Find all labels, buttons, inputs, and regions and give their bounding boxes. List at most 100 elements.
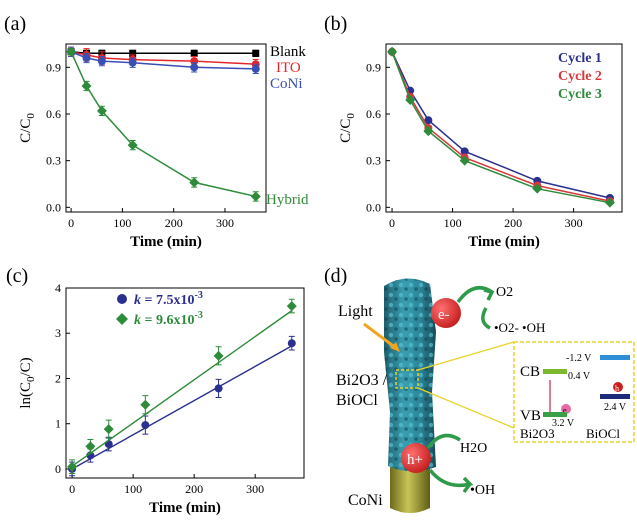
panel-b-series-0-point-3 <box>460 147 469 156</box>
electron-arrow <box>456 286 495 304</box>
panel-a-series-3-point-1 <box>81 81 92 91</box>
cb-label: CB <box>520 364 540 380</box>
electron-sphere <box>431 298 461 328</box>
legend-ito: ITO <box>276 60 301 76</box>
legend-k1-text: k = 7.5x10-3 <box>134 290 203 308</box>
zoom-box <box>395 369 419 389</box>
panel-c-chart: (c) 0 100 200 300 0 1 2 3 4 Time (min) ln(C0/C) k … <box>6 265 305 516</box>
h2o-label: H2O <box>460 441 487 456</box>
panel-a-series-2-point-3 <box>128 58 137 67</box>
panel-b-xlabel: Time (min) <box>468 234 540 250</box>
panel-c-series-1-point-0 <box>67 461 78 472</box>
biocl-label: BiOCl <box>586 426 620 441</box>
panel-c-series-0-fit-line <box>71 345 293 470</box>
light-arrow <box>363 322 397 350</box>
hole-sphere <box>401 443 431 473</box>
panel-c-ylabel: ln(C0/C) <box>18 357 37 408</box>
panel-b-xtick-label-3: 300 <box>565 216 583 230</box>
panel-a-series-2-point-5 <box>251 64 260 73</box>
v-cb-biocl: -1.2 V <box>566 353 592 364</box>
panel-a-plot-frame <box>65 43 267 213</box>
panel-d-schematic: (d) Light Bi2O3 / BiOCl CoNi e- O2 •O2- … <box>324 265 635 513</box>
hole-label: h+ <box>407 452 423 468</box>
panel-a-ylabel: C/C0 <box>18 113 37 143</box>
panel-c-series-1-point-2 <box>103 424 114 435</box>
panel-c-ytick-label-0: 0 <box>55 462 61 476</box>
panel-b-xtick-label-1: 100 <box>444 216 462 230</box>
panel-b-plot-frame <box>385 43 623 213</box>
panel-a-series-0-point-3 <box>129 49 137 57</box>
legend-cycle-2: Cycle 2 <box>558 69 602 84</box>
panel-c-xtick-label-0: 0 <box>69 482 75 496</box>
bi2o3-label: Bi2O3 <box>520 426 555 441</box>
oh-product-label: •OH <box>470 483 495 498</box>
bi2o3-vb-bar <box>543 412 567 417</box>
e-small-label: e <box>563 406 567 415</box>
v-vb-bi2o3: 3.2 V <box>552 418 575 429</box>
legend-k2-text: k = 9.6x10-3 <box>134 310 203 328</box>
legend-k1-marker <box>117 294 127 304</box>
panel-a-ytick-label-2: 0.6 <box>46 107 61 121</box>
biocl-vb-bar <box>600 394 630 399</box>
panel-b-series-2-point-3 <box>459 155 470 166</box>
panel-a-series-2-point-1 <box>82 54 91 62</box>
panel-a-series-3-point-4 <box>189 177 200 188</box>
panel-b-ytick-label-2: 0.6 <box>366 107 381 121</box>
panel-a-series-0-point-5 <box>252 49 260 57</box>
panel-a-xtick-label-1: 100 <box>113 216 131 230</box>
panel-c-series-0-point-5 <box>287 339 296 348</box>
electron-label: e- <box>438 307 450 323</box>
panel-c-series-1-point-5 <box>286 301 297 312</box>
panel-b-xtick-label-2: 200 <box>504 216 522 230</box>
panel-b-series-2-line <box>391 51 611 204</box>
panel-a-ytick-label-0: 0.0 <box>46 200 61 214</box>
hole-small <box>613 382 623 392</box>
panel-c-ytick-label-2: 2 <box>55 371 61 385</box>
panel-b-series-0-line <box>391 51 611 199</box>
panel-a-series-3-point-0 <box>66 46 77 57</box>
biocl-cb-bar <box>600 355 630 360</box>
panel-b-ytick-label-3: 0.9 <box>366 60 381 74</box>
panel-a-xtick-label-2: 200 <box>165 216 183 230</box>
panel-b-series-2-point-0 <box>387 46 398 57</box>
panel-d-label: (d) <box>324 265 347 287</box>
panel-c-ytick-label-1: 1 <box>55 417 61 431</box>
coni-label: CoNi <box>348 492 383 509</box>
legend-cycle-1: Cycle 1 <box>558 51 602 66</box>
panel-b-series-2-point-1 <box>405 95 416 105</box>
panel-a-series-3-point-3 <box>127 140 138 151</box>
panel-c-label: (c) <box>6 265 28 287</box>
electron-small <box>561 404 571 414</box>
panel-b-ylabel: C/C0 <box>338 113 357 143</box>
panel-a-series-3-point-5 <box>250 191 261 202</box>
panel-c-series-1-fit-line <box>71 310 293 467</box>
coni-base <box>390 462 430 513</box>
legend-hybrid: Hybrid <box>266 192 309 208</box>
legend-blank: Blank <box>270 44 306 60</box>
panel-c-xtick-label-1: 100 <box>124 482 142 496</box>
legend-cycle-3: Cycle 3 <box>558 87 602 102</box>
h-small-label: h <box>615 384 619 393</box>
legend-k2-marker <box>116 313 128 325</box>
panel-a-series-2-point-2 <box>97 57 106 66</box>
panel-c-series-1-point-1 <box>85 441 96 452</box>
panel-b-xtick-label-0: 0 <box>389 216 395 230</box>
panel-b-ytick-label-1: 0.3 <box>366 154 381 168</box>
v-vb-biocl: 2.4 V <box>604 402 627 413</box>
hole-arrow <box>426 433 461 450</box>
panel-a-series-3-point-2 <box>96 105 107 116</box>
panel-a-series-0-point-4 <box>190 49 198 57</box>
panel-a-ytick-label-1: 0.3 <box>46 154 61 168</box>
layer-label-2: BiOCl <box>336 392 378 409</box>
panel-c-ytick-label-3: 3 <box>55 326 61 340</box>
panel-a-xtick-label-0: 0 <box>68 216 74 230</box>
panel-a-xlabel: Time (min) <box>130 234 202 250</box>
panel-a-series-3-line <box>70 51 256 198</box>
v-cb-bi2o3: 0.4 V <box>568 371 591 382</box>
o2-label: O2 <box>496 285 513 300</box>
panel-c-series-0-point-3 <box>141 421 150 430</box>
light-label: Light <box>338 303 373 320</box>
panel-a-series-2-point-4 <box>190 63 199 72</box>
panel-c-xlabel: Time (min) <box>149 500 221 516</box>
panel-b-series-2-point-2 <box>423 126 434 137</box>
